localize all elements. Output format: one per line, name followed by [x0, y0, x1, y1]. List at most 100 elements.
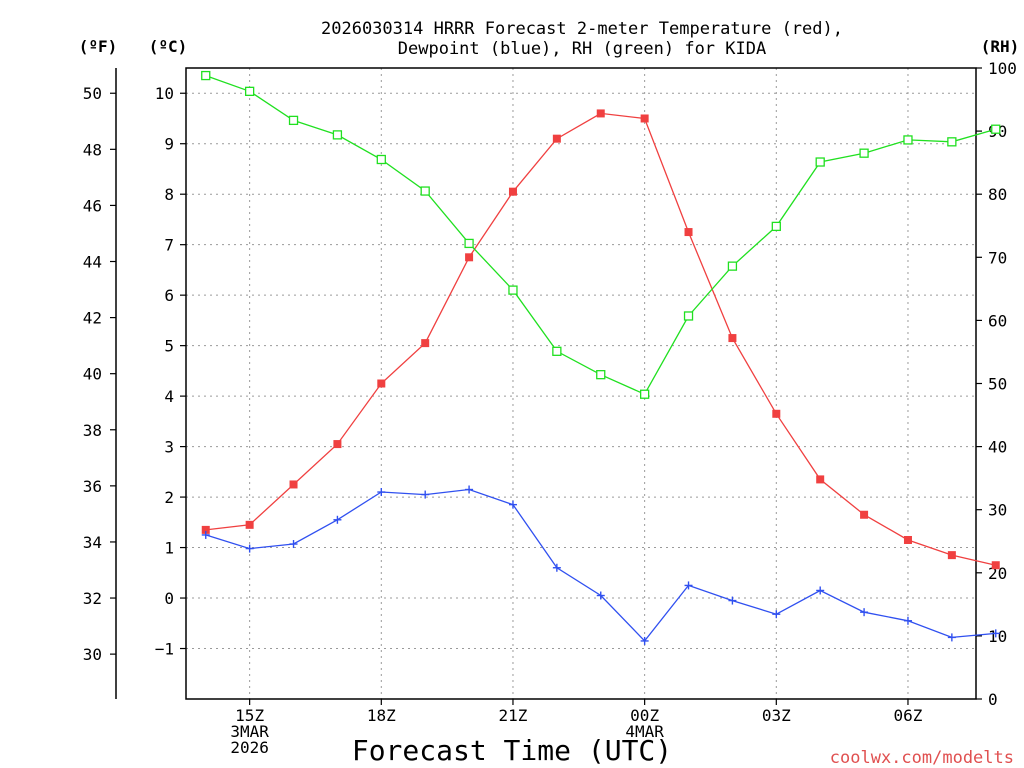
chart-title-line-1: 2026030314 HRRR Forecast 2-meter Tempera…: [321, 19, 843, 39]
celsius-unit-label: (ºC): [149, 37, 188, 56]
rh-tick-label: 70: [988, 248, 1007, 267]
dewpoint-point: [903, 616, 912, 625]
rh-point: [420, 186, 430, 196]
rh-point: [991, 124, 1001, 134]
celsius-tick-label: 2: [164, 488, 174, 507]
rh-tick-label: 10: [988, 627, 1007, 646]
rh-point: [639, 389, 650, 399]
dewpoint-point: [377, 488, 386, 497]
rh-tick-label: 40: [988, 438, 1007, 457]
rh-point: [332, 130, 343, 140]
credit-label: coolwx.com/modelts: [830, 748, 1014, 768]
dewpoint-point: [728, 596, 737, 605]
rh-tick-label: 60: [988, 311, 1007, 330]
temperature-point: [421, 339, 430, 348]
temperature-point: [860, 510, 869, 519]
rh-point: [552, 346, 562, 356]
celsius-tick-label: 7: [164, 236, 174, 255]
rh-point: [771, 221, 781, 232]
temperature-point: [377, 379, 386, 388]
temperature-point: [596, 109, 605, 118]
x-tick-label: 03Z: [762, 706, 791, 725]
rh-point: [508, 285, 518, 295]
temperature-point: [640, 114, 649, 123]
temperature-point: [947, 551, 956, 560]
fahrenheit-tick-label: 34: [83, 533, 102, 552]
dewpoint-point: [684, 581, 693, 590]
rh-point: [244, 86, 255, 96]
rh-tick-label: 80: [988, 185, 1007, 204]
fahrenheit-tick-label: 42: [83, 309, 102, 328]
x-tick-label: 18Z: [367, 706, 396, 725]
temperature-point: [201, 525, 210, 534]
temperature-point: [245, 520, 254, 529]
dewpoint-point: [772, 610, 781, 619]
rh-point: [201, 70, 211, 81]
x-axis-title: Forecast Time (UTC): [352, 734, 672, 767]
rh-point: [376, 154, 386, 165]
x-tick-label: 21Z: [499, 706, 528, 725]
temperature-point: [465, 253, 474, 262]
fahrenheit-tick-label: 38: [83, 421, 102, 440]
celsius-tick-label: 9: [164, 135, 174, 154]
dewpoint-point: [333, 515, 342, 524]
dewpoint-point: [552, 563, 561, 572]
axes: [110, 67, 982, 705]
dewpoint-point: [289, 540, 298, 549]
x-tick-label: 3MAR: [230, 722, 269, 741]
x-tick-label: 15Z: [235, 706, 264, 725]
fahrenheit-tick-label: 44: [83, 253, 102, 272]
dewpoint-point: [947, 633, 956, 642]
rh-point: [947, 137, 957, 147]
dewpoint-point: [508, 500, 517, 509]
fahrenheit-tick-label: 40: [83, 365, 102, 384]
temperature-point: [333, 440, 342, 449]
celsius-tick-label: 0: [164, 589, 174, 608]
dewpoint-point: [640, 636, 649, 645]
rh-tick-label: 0: [988, 690, 998, 709]
rh-point: [727, 261, 738, 271]
chart-title-line-2: Dewpoint (blue), RH (green) for KIDA: [398, 39, 766, 59]
dewpoint-point: [596, 591, 605, 600]
dewpoint-point: [816, 586, 825, 595]
data-series: [201, 70, 1001, 645]
fahrenheit-unit-label: (ºF): [79, 37, 118, 56]
temperature-point: [728, 334, 737, 343]
rh-point: [903, 135, 913, 145]
temperature-point: [991, 561, 1000, 570]
temperature-point: [684, 228, 693, 237]
rh-tick-label: 30: [988, 501, 1007, 520]
rh-tick-label: 50: [988, 375, 1007, 394]
celsius-tick-label: 10: [155, 84, 174, 103]
rh-tick-label: 100: [988, 59, 1017, 78]
dewpoint-point: [245, 544, 254, 553]
dewpoint-point: [991, 629, 1000, 638]
fahrenheit-tick-label: 36: [83, 477, 102, 496]
temperature-point: [816, 475, 825, 484]
rh-point: [288, 115, 299, 126]
celsius-tick-label: 8: [164, 185, 174, 204]
dewpoint-point: [860, 608, 869, 617]
x-tick-label: 06Z: [894, 706, 923, 725]
x-tick-label: 4MAR: [625, 722, 664, 741]
celsius-tick-label: 3: [164, 438, 174, 457]
dewpoint-point: [465, 485, 474, 494]
fahrenheit-tick-label: 30: [83, 645, 102, 664]
celsius-tick-label: −1: [155, 640, 174, 659]
x-tick-label: 2026: [230, 738, 269, 757]
celsius-tick-label: 6: [164, 286, 174, 305]
fahrenheit-tick-label: 50: [83, 84, 102, 103]
celsius-tick-label: 4: [164, 387, 174, 406]
rh-unit-label: (RH): [981, 37, 1020, 56]
fahrenheit-tick-label: 32: [83, 589, 102, 608]
temperature-point: [508, 187, 517, 196]
temperature-point: [772, 409, 781, 418]
rh-point: [815, 157, 825, 167]
temperature-point: [903, 535, 912, 544]
dewpoint-point: [201, 530, 210, 539]
fahrenheit-tick-label: 48: [83, 140, 102, 159]
rh-point: [464, 238, 474, 249]
celsius-tick-label: 5: [164, 337, 174, 356]
